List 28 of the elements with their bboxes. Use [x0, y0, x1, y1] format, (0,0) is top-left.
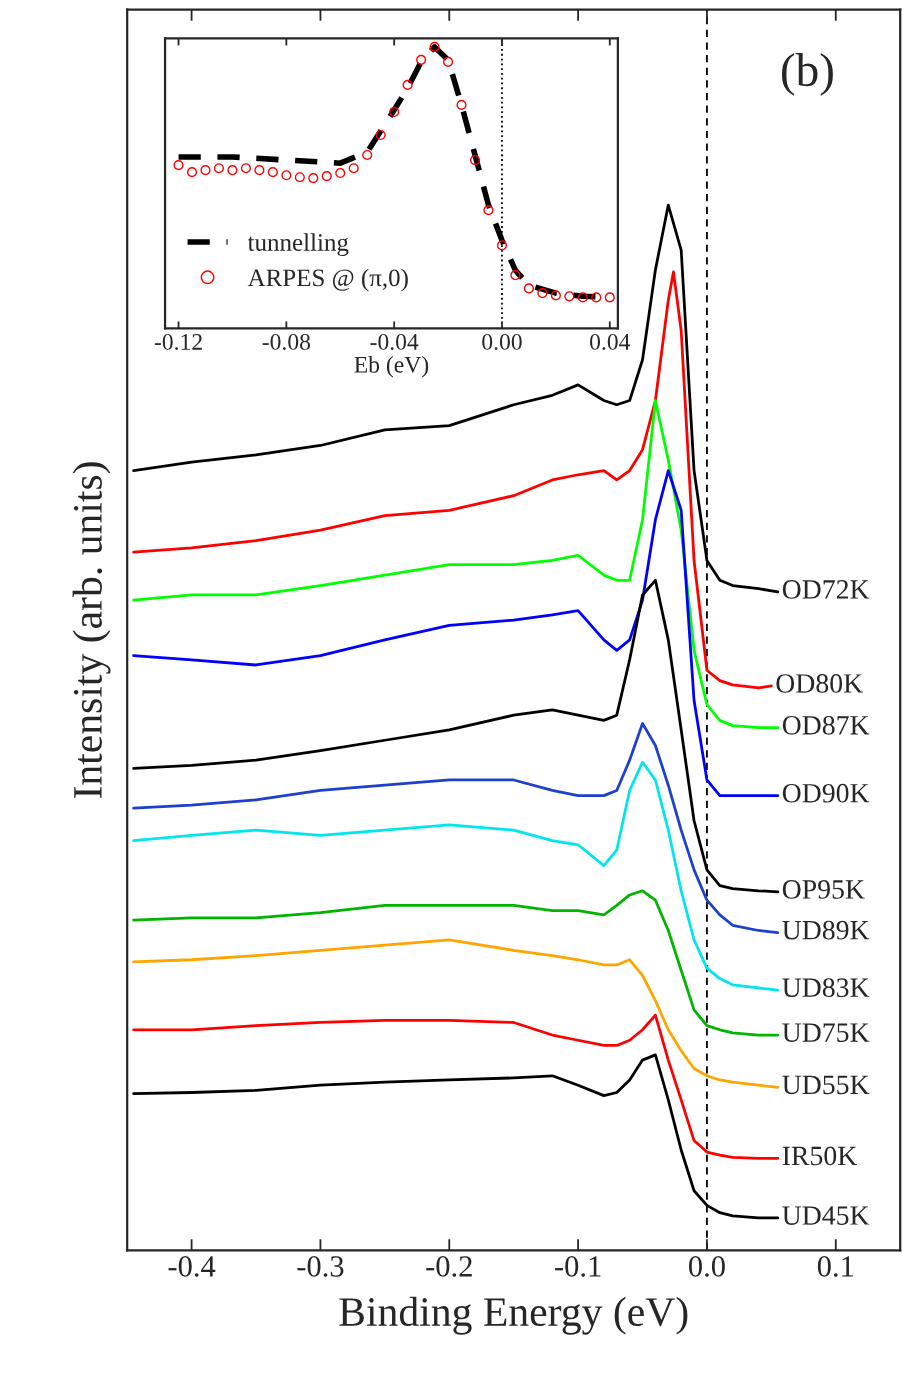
series-label: OP95K — [782, 880, 865, 899]
legend-label: tunnelling — [247, 233, 349, 257]
x-tick-label: 0.00 — [482, 333, 522, 350]
series-label: UD89K — [782, 920, 870, 940]
text: (b) — [781, 53, 833, 96]
x-tick-label: 0.0 — [689, 1256, 725, 1277]
series-label: UD83K — [782, 978, 870, 998]
y-axis-title: Intensity (arb. units) — [72, 462, 111, 798]
x-tick-label: -0.3 — [297, 1256, 344, 1277]
series-label: UD55K — [782, 1075, 870, 1095]
x-tick-label: 0.04 — [590, 333, 631, 350]
x-axis-title: Binding Energy (eV) — [339, 1296, 688, 1335]
series-label: UD45K — [782, 1206, 870, 1225]
series-label: OD87K — [782, 715, 870, 735]
series-label: OD80K — [776, 674, 863, 693]
series-label: IR50K — [782, 1146, 857, 1166]
x-tick-label: 0.1 — [817, 1256, 854, 1277]
x-tick-label: -0.12 — [154, 333, 202, 350]
x-tick-label: -0.1 — [555, 1256, 601, 1277]
legend-label: ARPES @ (π,0) — [247, 268, 408, 292]
x-tick-label: -0.2 — [426, 1256, 472, 1277]
series-label: OD72K — [782, 580, 870, 599]
x-tick-label: -0.04 — [370, 333, 419, 350]
x-tick-label: -0.4 — [168, 1256, 216, 1277]
series-label: OD90K — [782, 783, 870, 803]
x-tick-label: -0.08 — [262, 333, 311, 350]
series-label: UD75K — [782, 1023, 870, 1042]
x-axis-title: Eb (eV) — [354, 356, 429, 378]
